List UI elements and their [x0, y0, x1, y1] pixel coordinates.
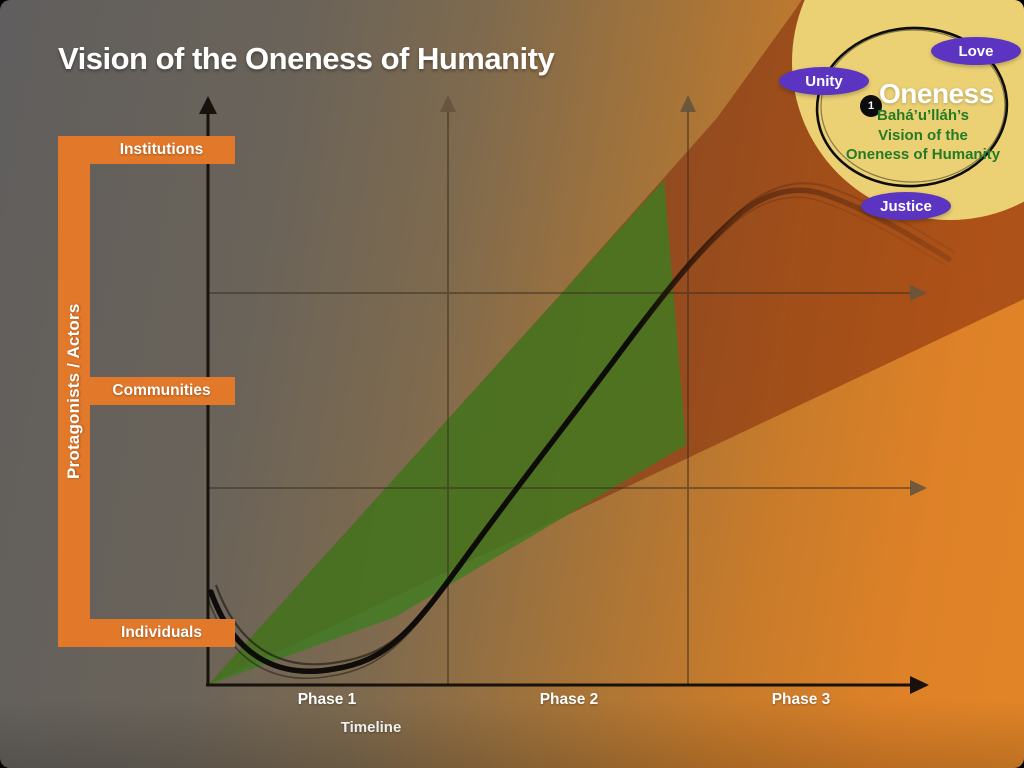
y-axis-label: Protagonists / Actors: [64, 303, 83, 480]
x-axis-label: Timeline: [340, 719, 402, 736]
y-category-communities-label: Communities: [112, 382, 211, 399]
y-category-communities: Communities: [58, 377, 235, 405]
oneness-subtitle: Bahá’u’lláh’s Vision of the Oneness of H…: [823, 106, 1023, 165]
gridline-arrowheads: [440, 95, 927, 496]
oneness-subtitle-line-2: Vision of the: [878, 126, 968, 144]
y-category-institutions: Institutions: [58, 136, 235, 164]
oneness-heading: Oneness: [879, 78, 994, 109]
oneness-subtitle-line-3: Oneness of Humanity: [845, 146, 1001, 163]
x-tick-phase-3: Phase 3: [771, 691, 831, 708]
y-category-individuals-label: Individuals: [121, 624, 202, 641]
x-tick-phase-1: Phase 1: [297, 691, 357, 708]
oneness-subtitle-line-1: Bahá’u’lláh’s: [877, 107, 969, 124]
x-tick-phase-2: Phase 2: [539, 691, 599, 708]
step-number-badge: 1: [860, 95, 882, 117]
slide-title: Vision of the Oneness of Humanity: [58, 41, 555, 76]
bubble-unity: Unity: [779, 67, 869, 95]
y-category-individuals: Individuals: [58, 619, 235, 647]
gridlines: [208, 108, 912, 685]
y-category-institutions-label: Institutions: [119, 141, 204, 158]
bubble-justice: Justice: [861, 192, 951, 220]
bubble-love: Love: [931, 37, 1021, 65]
